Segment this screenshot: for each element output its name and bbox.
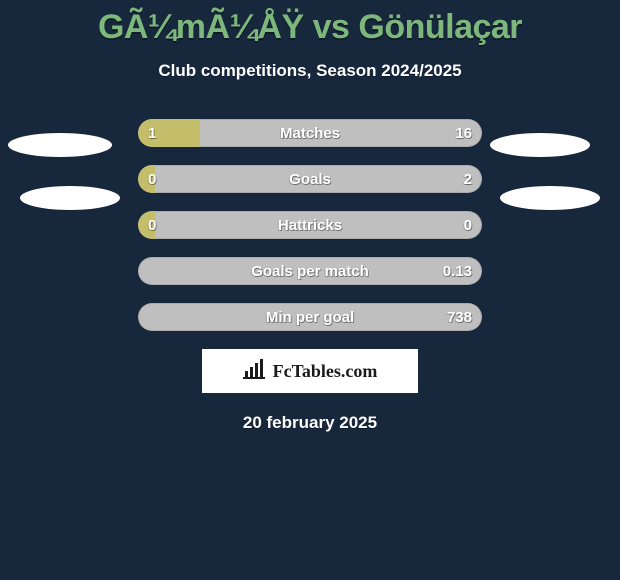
bars-container: Matches116Goals02Hattricks00Goals per ma…: [138, 119, 482, 331]
stat-bar-right-value: 738: [447, 303, 472, 331]
stat-bar: Goals0 2: [138, 165, 482, 193]
team-logo-placeholder: [490, 133, 590, 157]
page-subtitle: Club competitions, Season 2024/2025: [0, 61, 620, 81]
fctables-chart-icon: [243, 359, 267, 384]
stat-bar-label: Goals per match: [138, 257, 482, 285]
stat-bar-left-value: 0: [148, 165, 156, 193]
team-logo-placeholder: [20, 186, 120, 210]
stat-bar-left-value: 0: [148, 211, 156, 239]
stat-bar: Matches1 16: [138, 119, 482, 147]
stat-bar: Goals per match0.13: [138, 257, 482, 285]
date-text: 20 february 2025: [0, 413, 620, 433]
fctables-text: FcTables.com: [273, 361, 378, 382]
stage: Matches116Goals02Hattricks00Goals per ma…: [0, 119, 620, 331]
stat-bar-right-value: 2: [464, 165, 472, 193]
team-logo-placeholder: [500, 186, 600, 210]
stat-bar-right-value: 0.13: [443, 257, 472, 285]
stat-bar-label: Goals: [138, 165, 482, 193]
stat-bar-right-value: 0: [464, 211, 472, 239]
stat-bar-label: Hattricks: [138, 211, 482, 239]
team-logo-placeholder: [8, 133, 112, 157]
stat-bar-label: Matches: [138, 119, 482, 147]
page-title: GÃ¼mÃ¼ÅŸ vs Gönülaçar: [0, 8, 620, 47]
stat-bar-label: Min per goal: [138, 303, 482, 331]
stat-bar: Hattricks0 0: [138, 211, 482, 239]
stat-bar-right-value: 16: [455, 119, 472, 147]
stat-bar: Min per goal738: [138, 303, 482, 331]
stat-bar-left-value: 1: [148, 119, 156, 147]
fctables-badge: FcTables.com: [202, 349, 418, 393]
